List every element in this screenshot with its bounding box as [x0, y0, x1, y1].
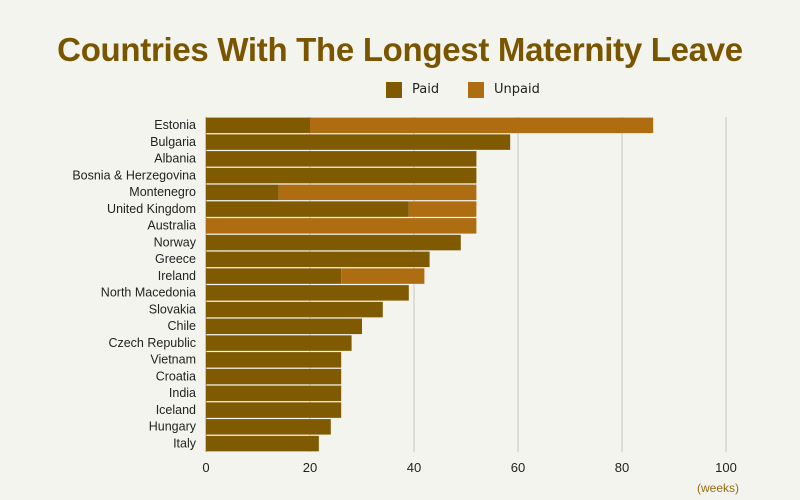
x-tick-label: 60 — [511, 460, 525, 475]
legend-item-unpaid: Unpaid — [468, 82, 540, 98]
bar-paid — [206, 134, 511, 150]
category-label: Vietnam — [150, 353, 196, 367]
category-label: Chile — [168, 319, 197, 333]
bar-paid — [206, 318, 362, 335]
bar-paid — [206, 268, 342, 284]
bar-paid — [206, 435, 319, 452]
bar-paid — [206, 184, 279, 201]
category-label: India — [169, 386, 196, 400]
category-label: United Kingdom — [107, 202, 196, 216]
bar-paid — [206, 419, 331, 435]
bar-paid — [206, 201, 409, 217]
bar-unpaid — [278, 184, 477, 201]
bar-paid — [206, 251, 430, 268]
bar-paid — [206, 402, 342, 418]
legend-item-paid: Paid — [386, 82, 439, 98]
category-label: Italy — [173, 436, 197, 450]
bar-paid — [206, 117, 310, 134]
category-label: Australia — [147, 219, 196, 233]
chart-title: Countries With The Longest Maternity Lea… — [57, 31, 743, 68]
category-label: Ireland — [158, 269, 196, 283]
category-label: Montenegro — [129, 185, 196, 199]
legend-swatch-unpaid — [468, 82, 484, 98]
bar-paid — [206, 167, 477, 184]
bar-unpaid — [310, 117, 654, 134]
category-label: Croatia — [156, 369, 196, 383]
category-label: Iceland — [156, 403, 196, 417]
category-label: Albania — [154, 152, 196, 166]
bar-paid — [206, 151, 477, 167]
bar-paid — [206, 385, 342, 402]
bar-unpaid — [408, 201, 477, 217]
bar-paid — [206, 368, 342, 385]
bar-paid — [206, 285, 409, 301]
legend-label-paid: Paid — [412, 82, 440, 97]
category-label: Estonia — [154, 118, 196, 132]
x-tick-label: 40 — [407, 460, 421, 475]
category-label: Bosnia & Herzegovina — [72, 168, 196, 182]
bar-paid — [206, 234, 461, 251]
x-tick-label: 0 — [202, 460, 209, 475]
x-tick-label: 100 — [715, 460, 737, 475]
category-label: North Macedonia — [101, 286, 196, 300]
x-tick-label: 80 — [615, 460, 629, 475]
legend-swatch-paid — [386, 82, 402, 98]
category-label: Hungary — [149, 420, 197, 434]
legend-label-unpaid: Unpaid — [494, 82, 540, 97]
bar-paid — [206, 352, 342, 368]
category-label: Norway — [154, 235, 197, 249]
bar-paid — [206, 301, 383, 318]
category-label: Czech Republic — [108, 336, 196, 350]
x-tick-label: 20 — [303, 460, 317, 475]
chart-title-container: Countries With The Longest Maternity Lea… — [0, 30, 800, 74]
category-label: Bulgaria — [150, 135, 196, 149]
bar-unpaid — [341, 268, 425, 284]
x-axis-label: (weeks) — [697, 481, 739, 495]
category-label: Greece — [155, 252, 196, 266]
bar-unpaid — [206, 218, 477, 234]
category-label: Slovakia — [149, 302, 196, 316]
bar-paid — [206, 335, 352, 351]
